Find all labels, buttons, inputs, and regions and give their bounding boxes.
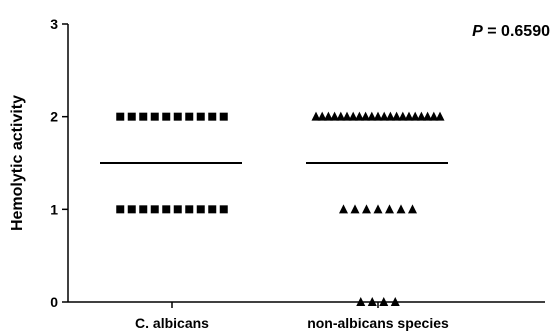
triangle-point: [350, 204, 360, 214]
triangle-point: [362, 204, 371, 214]
triangle-point: [367, 111, 377, 121]
square-point: [173, 112, 182, 121]
y-tick-label: 3: [50, 16, 58, 32]
square-point: [150, 112, 159, 121]
square-point: [139, 112, 148, 121]
square-point: [219, 112, 228, 121]
triangle-point: [323, 111, 333, 121]
square-point: [196, 205, 205, 214]
triangle-point: [361, 111, 371, 121]
triangle-point: [379, 111, 389, 121]
x-tick-label: C. albicans: [135, 315, 209, 331]
square-point: [162, 112, 171, 121]
triangle-point: [385, 204, 394, 214]
square-point: [185, 205, 194, 214]
triangle-point: [404, 111, 414, 121]
square-point: [208, 205, 217, 214]
square-point: [139, 205, 148, 214]
p-value: = 0.6590: [487, 23, 550, 40]
y-tick-label: 1: [50, 201, 58, 217]
triangle-point: [396, 204, 406, 214]
y-axis-label: Hemolytic activity: [9, 95, 26, 231]
triangle-point: [356, 297, 366, 306]
square-point: [116, 112, 125, 121]
triangle-point: [390, 297, 400, 306]
y-tick-label: 0: [50, 294, 58, 310]
triangle-point: [311, 111, 321, 121]
square-point: [127, 205, 136, 214]
triangle-point: [410, 111, 420, 121]
triangle-point: [385, 111, 395, 121]
square-point: [208, 112, 217, 121]
triangle-point: [354, 111, 364, 121]
triangle-point: [429, 111, 439, 121]
p-annotation: P = 0.6590: [472, 23, 550, 40]
square-point: [116, 205, 125, 214]
square-point: [196, 112, 205, 121]
square-point: [185, 112, 194, 121]
square-point: [219, 205, 228, 214]
triangle-point: [342, 111, 352, 121]
triangle-point: [398, 111, 408, 121]
square-point: [150, 205, 159, 214]
x-tick-label: non-albicans species: [307, 315, 449, 331]
square-point: [173, 205, 182, 214]
triangle-point: [392, 111, 402, 121]
p-symbol: P: [472, 23, 483, 40]
triangle-point: [317, 111, 327, 121]
y-tick-label: 2: [50, 109, 58, 125]
triangle-point: [373, 204, 383, 214]
square-point: [162, 205, 171, 214]
triangle-point: [416, 111, 426, 121]
triangle-point: [339, 204, 348, 214]
triangle-point: [435, 111, 445, 121]
triangle-point: [330, 111, 340, 121]
triangle-point: [423, 111, 433, 121]
triangle-point: [408, 204, 417, 214]
triangle-point: [348, 111, 358, 121]
triangle-point: [379, 297, 389, 306]
triangle-point: [336, 111, 346, 121]
triangle-point: [367, 297, 377, 306]
square-point: [127, 112, 136, 121]
triangle-point: [373, 111, 383, 121]
